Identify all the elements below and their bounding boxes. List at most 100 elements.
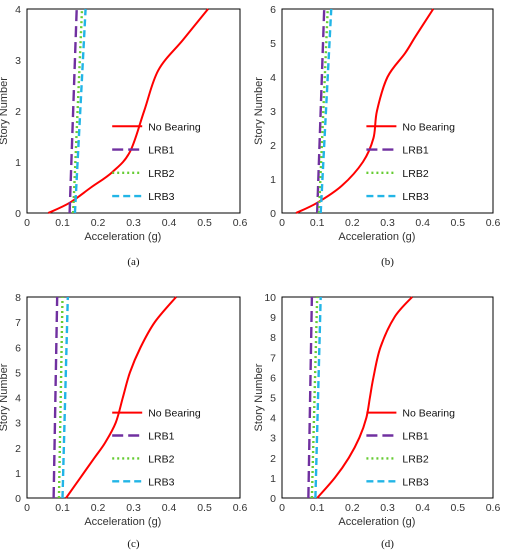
y-tick-label: 1 [270, 174, 276, 186]
plot-frame [26, 8, 241, 214]
y-axis-label: Story Number [253, 363, 265, 431]
y-tick-label: 1 [270, 473, 276, 485]
x-tick-label: 0.2 [91, 502, 106, 514]
y-tick-label: 5 [15, 367, 21, 379]
x-tick-label: 0.3 [126, 502, 141, 514]
y-tick-label: 0 [15, 493, 21, 505]
x-tick-label: 0.4 [162, 217, 177, 229]
x-tick-label: 0 [24, 217, 30, 229]
legend-label: LRB2 [402, 168, 428, 180]
legend-label: LRB1 [148, 145, 174, 157]
y-tick-label: 3 [270, 106, 276, 118]
x-tick-label: 0.6 [486, 217, 501, 229]
chart-panel-b: 0 0.1 0.2 0.3 0.4 0.5 0.6 0 1 2 3 4 5 6 Acceleration (… [253, 4, 500, 268]
chart-panel-a: 0 0.1 0.2 0.3 0.4 0.5 0.6 0 1 2 3 4 Acceleration (g)… [0, 4, 247, 268]
legend-label: LRB3 [148, 476, 174, 488]
x-tick-label: 0.6 [486, 502, 501, 514]
x-tick-label: 0.3 [126, 217, 141, 229]
y-tick-label: 8 [270, 332, 276, 344]
y-tick-label: 3 [270, 433, 276, 445]
x-tick-label: 0.4 [162, 502, 177, 514]
legend-label: LRB3 [402, 191, 428, 203]
y-tick-label: 4 [270, 72, 276, 84]
x-axis-label: Acceleration (g) [84, 516, 161, 528]
y-tick-label: 0 [270, 493, 276, 505]
x-tick-label: 0.2 [345, 217, 360, 229]
x-axis-label: Acceleration (g) [84, 231, 161, 243]
panel-caption: (a) [127, 256, 140, 268]
series-line-lrb3 [61, 296, 70, 499]
plot-frame [281, 296, 494, 499]
series-line-lrb3 [73, 8, 87, 214]
series-line-no-bearing [295, 8, 435, 214]
y-tick-label: 7 [15, 317, 21, 329]
x-tick-label: 0.5 [197, 502, 212, 514]
series-line-lrb3 [314, 296, 322, 499]
y-axis-label: Story Number [0, 77, 10, 145]
series-line-lrb2 [57, 296, 64, 499]
series-line-no-bearing [316, 296, 413, 499]
y-tick-label: 5 [270, 393, 276, 405]
y-tick-label: 3 [15, 55, 21, 67]
x-tick-label: 0.1 [55, 217, 70, 229]
x-tick-label: 0.3 [380, 502, 395, 514]
legend-label: LRB1 [148, 430, 174, 442]
x-tick-label: 0.6 [233, 217, 248, 229]
y-tick-label: 0 [270, 208, 276, 220]
x-tick-label: 0.5 [451, 502, 466, 514]
y-tick-label: 7 [270, 352, 276, 364]
panel-caption: (d) [381, 538, 394, 550]
series-line-lrb1 [68, 8, 78, 214]
legend-label: No Bearing [402, 408, 455, 420]
x-tick-label: 0.1 [310, 217, 325, 229]
y-tick-label: 1 [15, 468, 21, 480]
x-tick-label: 0.2 [345, 502, 360, 514]
y-tick-label: 2 [270, 140, 276, 152]
y-tick-label: 9 [270, 312, 276, 324]
y-tick-label: 0 [15, 208, 21, 220]
series-line-lrb2 [310, 296, 319, 499]
series-line-lrb1 [315, 8, 326, 214]
y-axis-label: Story Number [253, 77, 265, 145]
y-tick-label: 6 [15, 342, 21, 354]
series-line-lrb2 [317, 8, 329, 214]
x-axis-label: Acceleration (g) [338, 231, 415, 243]
x-tick-label: 0.1 [310, 502, 325, 514]
legend-label: LRB2 [148, 168, 174, 180]
legend-label: LRB1 [402, 145, 428, 157]
legend-label: No Bearing [402, 121, 455, 133]
y-tick-label: 2 [15, 443, 21, 455]
y-tick-label: 6 [270, 372, 276, 384]
x-tick-label: 0.4 [415, 217, 430, 229]
x-axis-label: Acceleration (g) [338, 516, 415, 528]
y-tick-label: 4 [15, 393, 21, 405]
x-tick-label: 0.1 [55, 502, 70, 514]
y-tick-label: 2 [15, 106, 21, 118]
x-tick-label: 0.5 [197, 217, 212, 229]
legend-label: LRB2 [148, 453, 174, 465]
legend-label: LRB1 [402, 430, 428, 442]
y-tick-label: 8 [15, 292, 21, 304]
panel-caption: (b) [381, 256, 394, 268]
y-tick-label: 4 [15, 4, 21, 16]
x-tick-label: 0 [279, 502, 285, 514]
legend-label: No Bearing [148, 408, 201, 420]
x-tick-label: 0 [279, 217, 285, 229]
x-tick-label: 0 [24, 502, 30, 514]
plot-frame [281, 8, 494, 214]
x-tick-label: 0.4 [415, 502, 430, 514]
y-tick-label: 2 [270, 453, 276, 465]
legend-label: LRB2 [402, 453, 428, 465]
y-tick-label: 3 [15, 418, 21, 430]
series-line-lrb2 [71, 8, 84, 214]
x-tick-label: 0.6 [233, 502, 248, 514]
y-tick-label: 4 [270, 413, 276, 425]
y-axis-label: Story Number [0, 363, 10, 431]
panel-caption: (c) [127, 538, 140, 550]
chart-panel-d: 0 0.1 0.2 0.3 0.4 0.5 0.6 0 1 2 3 4 5 6 7 8 9 10 Accelerat… [253, 292, 500, 550]
legend-label: LRB3 [148, 191, 174, 203]
series-line-lrb1 [52, 296, 59, 499]
plot-frame [26, 296, 241, 499]
x-tick-label: 0.5 [451, 217, 466, 229]
